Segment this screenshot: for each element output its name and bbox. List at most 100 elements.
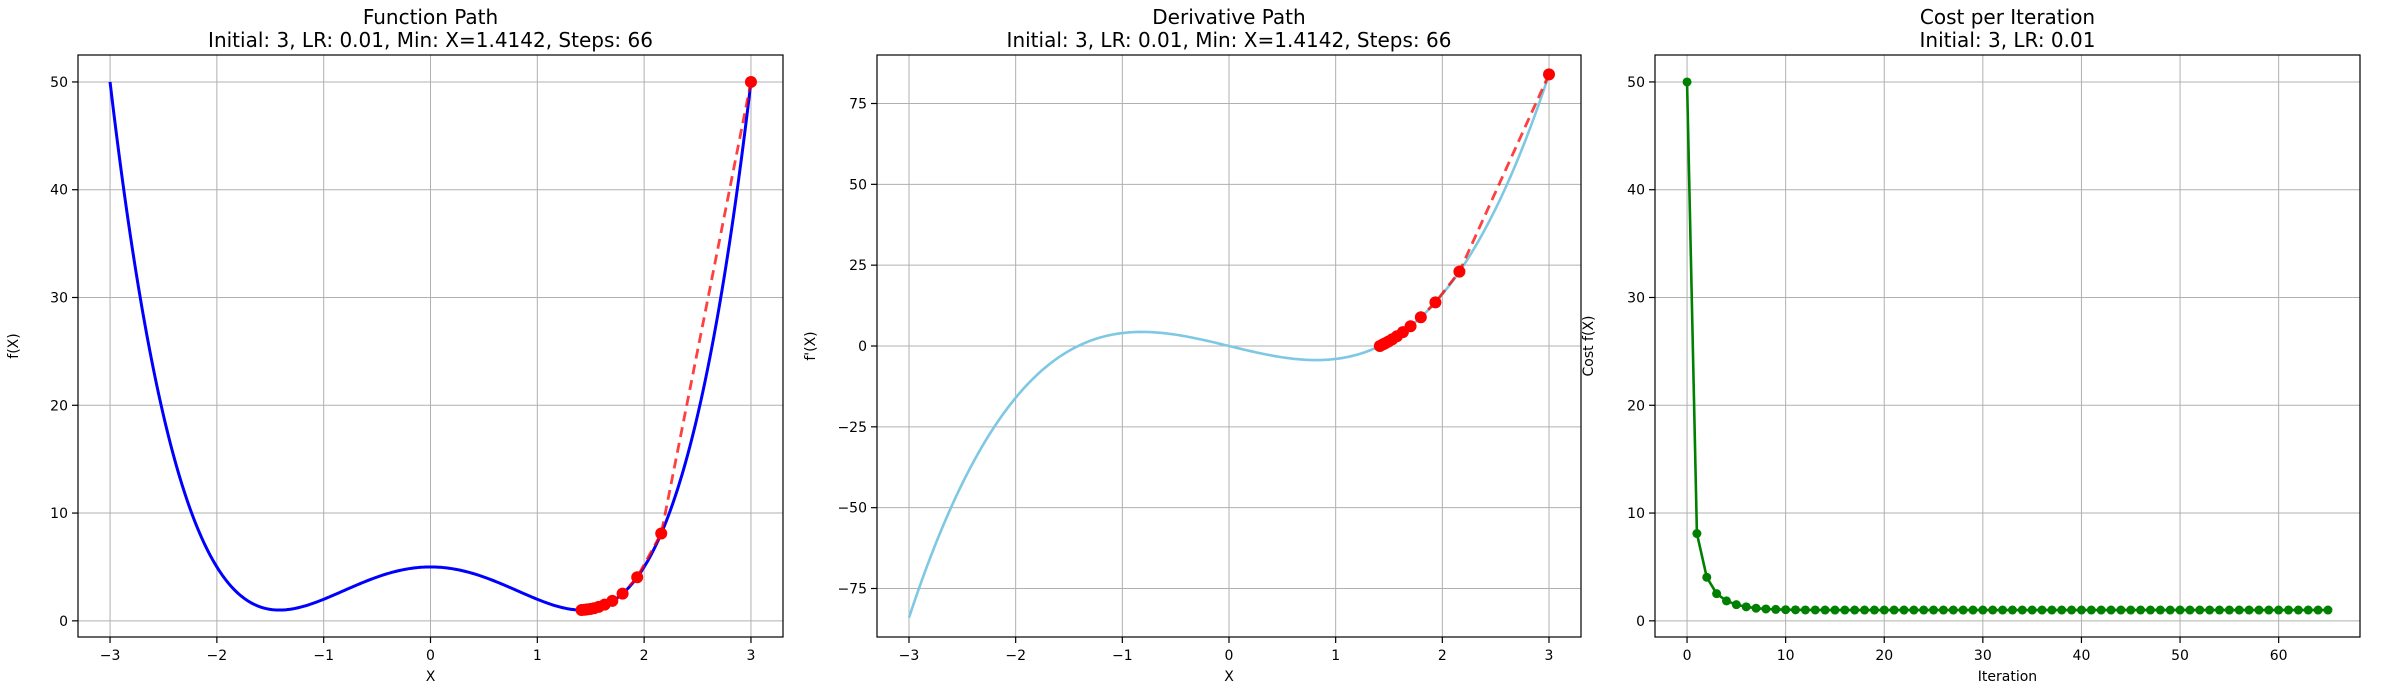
descent-point [1429,296,1442,309]
cost-point [2037,605,2047,615]
chart-subtitle: Initial: 3, LR: 0.01, Min: X=1.4142, Ste… [208,28,653,52]
x-tick-label: 1 [533,648,542,664]
y-axis-label: f(X) [6,333,22,358]
x-tick-label: −2 [207,648,228,664]
cost-point [1879,605,1889,615]
cost-point [2185,605,2195,615]
cost-point [2323,605,2333,615]
y-tick-label: 0 [59,614,68,630]
y-tick-label: 50 [1627,75,1645,91]
y-tick-label: 75 [849,97,867,113]
cost-point [1741,602,1751,612]
cost-point [1899,605,1909,615]
cost-point [2106,605,2116,615]
cost-point [1830,605,1840,615]
cost-point [1810,605,1820,615]
cost-point [1781,605,1791,615]
y-tick-label: 30 [50,291,68,307]
y-tick-label: 0 [1636,614,1645,630]
cost-point [1702,572,1712,582]
y-tick-label: −50 [837,501,867,517]
cost-point [2195,605,2205,615]
cost-point [2205,605,2215,615]
cost-point [1948,605,1958,615]
descent-point [616,587,629,600]
cost-point [2234,605,2244,615]
x-tick-label: 10 [1777,648,1795,664]
x-tick-label: −3 [100,648,121,664]
cost-series-line [1685,81,2328,612]
cost-point [2264,605,2274,615]
x-axis-label: X [1224,669,1234,685]
descent-path-line [581,81,753,612]
y-tick-label: 20 [1627,398,1645,414]
cost-point [2007,605,2017,615]
cost-point [2057,605,2067,615]
cost-point [2047,605,2057,615]
x-tick-label: 3 [746,648,755,664]
descent-point [631,571,644,584]
cost-point [2313,605,2323,615]
cost-point [2136,605,2146,615]
cost-point [2254,605,2264,615]
cost-point [1869,605,1879,615]
x-tick-label: 0 [1683,648,1692,664]
descent-point [1453,265,1466,278]
y-tick-label: 50 [849,177,867,193]
cost-point [1850,605,1860,615]
cost-point [1692,529,1702,539]
cost-point [2274,605,2284,615]
cost-point [2017,605,2027,615]
x-tick-label: 60 [2270,648,2288,664]
x-tick-label: 1 [1331,648,1340,664]
axes-frame [1654,54,2361,638]
x-axis-label: Iteration [1978,669,2037,685]
y-axis-label: Cost f(X) [1581,315,1597,376]
cost-point [1968,605,1978,615]
cost-point [2214,605,2224,615]
plot-area [108,75,757,617]
x-tick-label: −2 [1005,648,1026,664]
x-tick-label: 2 [1438,648,1447,664]
cost-point [1958,605,1968,615]
cost-point [1998,605,2008,615]
cost-point [2116,605,2126,615]
x-tick-label: −3 [899,648,920,664]
y-tick-label: 0 [858,339,867,355]
x-tick-label: 50 [2171,648,2189,664]
plot-area [1682,77,2333,615]
cost-point [2145,605,2155,615]
cost-point [1761,604,1771,614]
chart-title: Derivative Path [1152,5,1305,29]
cost-point [2293,605,2303,615]
cost-point [1751,603,1761,613]
cost-point [2175,605,2185,615]
cost-point [1712,589,1722,599]
x-axis-label: X [426,669,436,685]
descent-path-line [1379,73,1551,348]
x-tick-label: 0 [1225,648,1234,664]
descent-point [575,604,588,617]
descent-point [655,527,668,540]
y-tick-label: 40 [50,183,68,199]
cost-point [1988,605,1998,615]
cost-point [1800,605,1810,615]
cost-point [2027,605,2037,615]
cost-point [2096,605,2106,615]
cost-point [2086,605,2096,615]
y-tick-label: 10 [50,506,68,522]
cost-point [1909,605,1919,615]
cost-point [1771,604,1781,614]
chart-title: Function Path [363,5,498,29]
cost-point [2224,605,2234,615]
y-tick-label: 20 [50,398,68,414]
cost-point [1721,596,1731,606]
y-tick-label: −75 [837,582,867,598]
cost-point [2303,605,2313,615]
cost-point [2155,605,2165,615]
cost-point [1791,605,1801,615]
x-tick-label: 0 [426,648,435,664]
